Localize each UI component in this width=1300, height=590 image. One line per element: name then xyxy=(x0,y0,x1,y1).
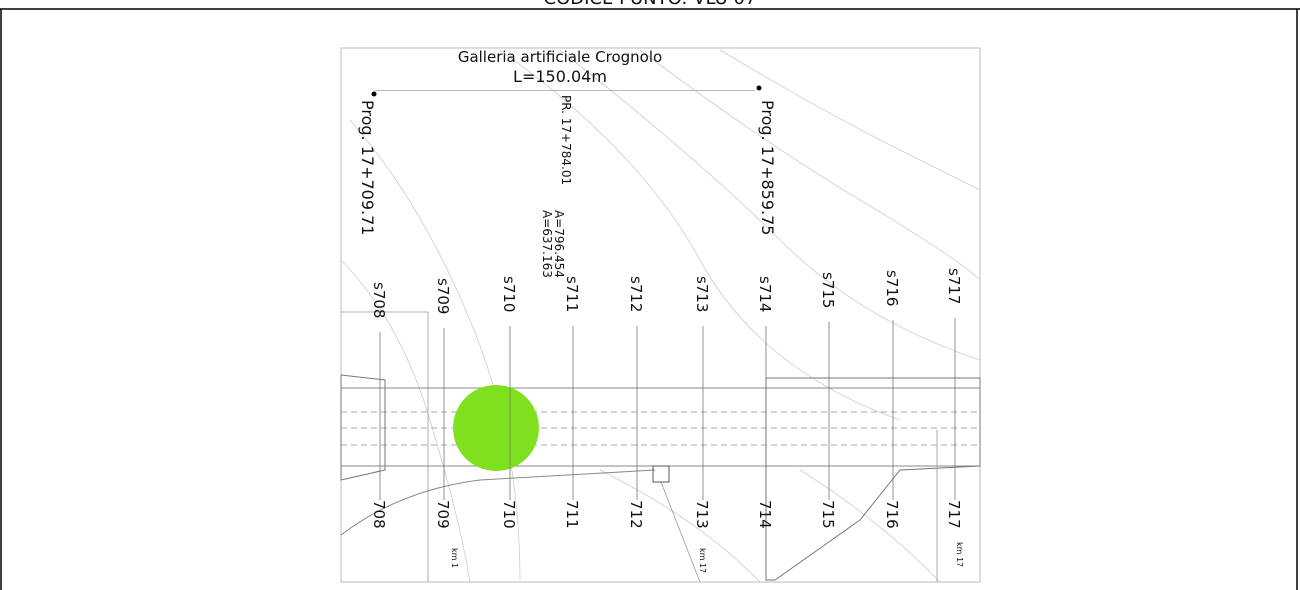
a1-label: A=796.454 xyxy=(552,210,566,278)
marker-circle xyxy=(453,385,539,471)
section-top-label: s717 xyxy=(945,268,963,304)
gallery-length: L=150.04m xyxy=(513,67,607,86)
leader xyxy=(660,481,701,583)
km-label: km 1 xyxy=(450,548,459,568)
section-top-label: s716 xyxy=(883,270,901,306)
km-label: km 17 xyxy=(955,542,964,567)
section-top-label: s715 xyxy=(819,272,837,308)
section-top-label: s711 xyxy=(563,276,581,312)
prog-start: Prog. 17+709.71 xyxy=(358,100,377,235)
side-road xyxy=(340,469,656,536)
section-bottom-label: 711 xyxy=(563,500,581,529)
section-bottom-label: 708 xyxy=(370,500,388,529)
prog-end: Prog. 17+859.75 xyxy=(758,100,777,235)
section-top-label: s714 xyxy=(756,276,774,312)
section-bottom-label: 709 xyxy=(434,500,452,529)
contour-lines xyxy=(340,49,981,583)
pr-label: PR. 17+784.01 xyxy=(559,95,573,185)
km-label: km 17 xyxy=(698,548,707,573)
section-bottom-label: 715 xyxy=(819,500,837,529)
gallery-line xyxy=(375,90,755,91)
section-bottom-label: 713 xyxy=(693,500,711,529)
section-top-label: s708 xyxy=(370,282,388,318)
section-top-label: s713 xyxy=(693,276,711,312)
header-title: CODICE PUNTO: VLU 07 xyxy=(544,0,757,9)
section-top-label: s709 xyxy=(434,278,452,314)
a2-label: A=637.163 xyxy=(540,210,554,278)
prog-end-dot xyxy=(756,85,762,91)
gallery-title: Galleria artificiale Crognolo xyxy=(458,48,662,66)
section-bottom-label: 710 xyxy=(500,500,518,529)
embankment xyxy=(765,377,981,581)
drawing: Galleria artificiale Crognolo L=150.04m … xyxy=(340,47,981,583)
section-bottom-label: 716 xyxy=(883,500,901,529)
embankment xyxy=(340,374,386,481)
prog-start-dot xyxy=(371,91,377,97)
section-bottom-label: 714 xyxy=(756,500,774,529)
section-bottom-label: 717 xyxy=(945,500,963,529)
section-top-label: s710 xyxy=(500,276,518,312)
drawing-frame xyxy=(340,47,981,583)
section-top-label: s712 xyxy=(627,276,645,312)
section-bottom-label: 712 xyxy=(627,500,645,529)
